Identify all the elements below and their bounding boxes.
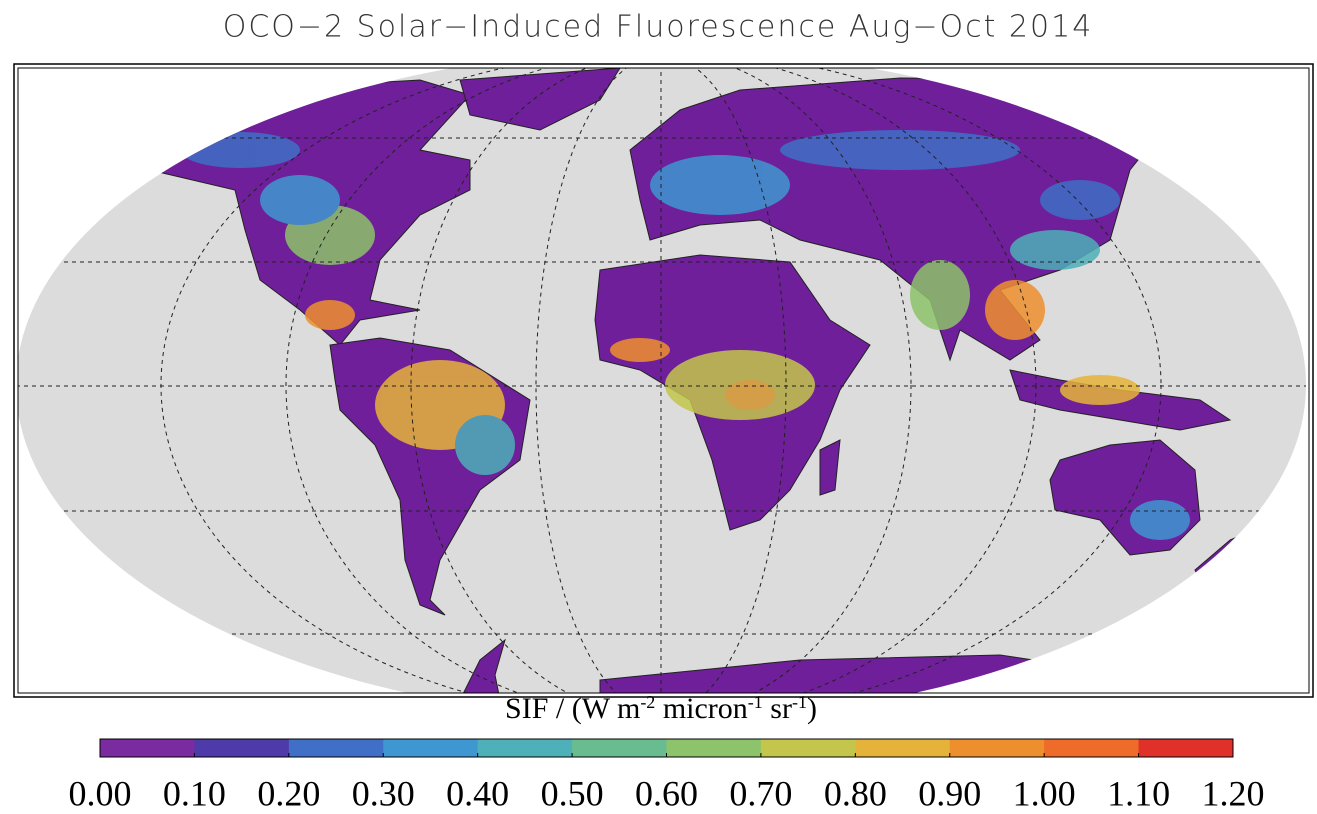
colorbar-segment: [1044, 739, 1140, 757]
label-text: ): [807, 692, 817, 725]
colorbar-segment: [194, 739, 290, 757]
label-superscript: -1: [792, 692, 807, 712]
colorbar-segment: [100, 739, 195, 757]
map-frame-inner: [17, 67, 1310, 694]
colorbar-tick-label: 0.20: [257, 773, 320, 813]
colorbar-frame: [99, 738, 1234, 758]
colorbar-tick-label: 0.10: [163, 773, 226, 813]
colorbar-segment: [760, 739, 856, 757]
map: [18, 68, 1306, 693]
colorbar-segment: [855, 739, 951, 757]
colorbar-tick-label: 0.00: [69, 773, 132, 813]
colorbar-tick-label: 0.40: [446, 773, 509, 813]
label-text: SIF / (W m: [505, 692, 640, 725]
colorbar-segment: [949, 739, 1045, 757]
colorbar-segment: [1138, 739, 1234, 757]
map-frame-outer: [13, 63, 1314, 698]
label-superscript: -2: [640, 692, 655, 712]
antarctic-peninsula: [459, 638, 506, 693]
map-title: OCO−2 Solar−Induced Fluorescence Aug−Oct…: [223, 10, 1094, 45]
colorbar-tick-label: 0.30: [352, 773, 415, 813]
colorbar-label: SIF / (W m-2 micron-1 sr-1): [505, 692, 817, 725]
greenland: [459, 68, 621, 131]
colorbar-segment: [572, 739, 667, 757]
colorbar-tick-label: 0.50: [541, 773, 604, 813]
colorbar-tick-label: 1.20: [1202, 773, 1265, 813]
madagascar: [819, 439, 841, 496]
label-text: sr: [763, 692, 792, 725]
colorbar-tick-label: 0.90: [918, 773, 981, 813]
label-superscript: -1: [748, 692, 763, 712]
colorbar-segment: [288, 739, 384, 757]
colorbar-tick-label: 0.70: [729, 773, 792, 813]
colorbar-segment: [666, 739, 762, 757]
colorbar-tick-label: 1.10: [1107, 773, 1170, 813]
colorbar-tick-label: 0.80: [824, 773, 887, 813]
colorbar-segment: [383, 739, 479, 757]
colorbar-tick-label: 1.00: [1013, 773, 1076, 813]
colorbar-segment: [477, 739, 573, 757]
label-text: micron: [655, 692, 747, 725]
colorbar-tick-label: 0.60: [635, 773, 698, 813]
colorbar: 0.00 0.10 0.20 0.30 0.40 0.50 0.60 0.70 0.80 0.90…: [69, 739, 1265, 813]
